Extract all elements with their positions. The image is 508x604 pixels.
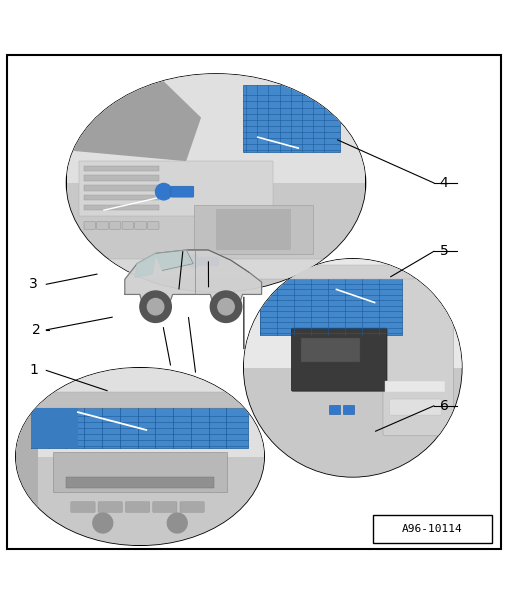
Circle shape [167,513,187,533]
Polygon shape [125,250,262,309]
FancyBboxPatch shape [84,195,159,201]
FancyBboxPatch shape [260,275,402,335]
FancyBboxPatch shape [386,381,446,392]
FancyBboxPatch shape [84,165,159,171]
Text: 1: 1 [29,364,38,378]
FancyBboxPatch shape [216,209,291,251]
FancyBboxPatch shape [244,259,462,368]
FancyBboxPatch shape [292,328,387,391]
FancyBboxPatch shape [81,259,351,279]
FancyBboxPatch shape [71,501,95,513]
FancyBboxPatch shape [180,501,204,513]
Polygon shape [155,250,193,271]
Circle shape [147,298,164,315]
FancyBboxPatch shape [98,501,122,513]
FancyBboxPatch shape [16,368,38,545]
FancyBboxPatch shape [84,175,159,181]
Polygon shape [135,253,155,277]
Circle shape [155,184,172,200]
FancyBboxPatch shape [109,222,121,229]
Text: 2: 2 [32,323,41,337]
Text: 3: 3 [29,277,38,291]
FancyBboxPatch shape [122,222,134,229]
FancyBboxPatch shape [329,405,340,414]
FancyBboxPatch shape [67,74,365,183]
FancyBboxPatch shape [79,161,273,216]
Ellipse shape [244,259,462,477]
FancyBboxPatch shape [97,222,108,229]
FancyBboxPatch shape [84,185,159,191]
Circle shape [93,513,113,533]
FancyBboxPatch shape [31,408,248,448]
FancyBboxPatch shape [67,74,365,292]
FancyBboxPatch shape [301,338,360,362]
Text: 4: 4 [439,176,449,190]
FancyBboxPatch shape [243,85,340,152]
FancyBboxPatch shape [383,278,453,435]
Circle shape [210,291,242,323]
Ellipse shape [67,74,365,292]
FancyBboxPatch shape [16,368,264,457]
Text: 5: 5 [439,245,449,259]
FancyBboxPatch shape [135,222,146,229]
Ellipse shape [16,368,264,545]
FancyBboxPatch shape [343,405,354,414]
Circle shape [140,291,171,323]
FancyBboxPatch shape [373,515,492,542]
FancyBboxPatch shape [152,501,177,513]
FancyBboxPatch shape [66,477,214,487]
FancyBboxPatch shape [171,186,194,197]
Text: A96-10114: A96-10114 [402,524,463,534]
FancyBboxPatch shape [199,257,219,266]
FancyBboxPatch shape [31,408,78,448]
FancyBboxPatch shape [147,222,159,229]
FancyBboxPatch shape [244,259,462,477]
FancyBboxPatch shape [53,452,227,492]
FancyBboxPatch shape [125,501,150,513]
Polygon shape [67,74,201,161]
FancyBboxPatch shape [28,392,252,408]
Circle shape [218,298,234,315]
Text: 6: 6 [439,399,449,413]
FancyBboxPatch shape [84,205,159,210]
FancyBboxPatch shape [260,266,412,278]
FancyBboxPatch shape [84,222,96,229]
Circle shape [187,255,200,268]
FancyBboxPatch shape [16,368,264,545]
FancyBboxPatch shape [194,205,313,254]
FancyBboxPatch shape [390,399,441,415]
